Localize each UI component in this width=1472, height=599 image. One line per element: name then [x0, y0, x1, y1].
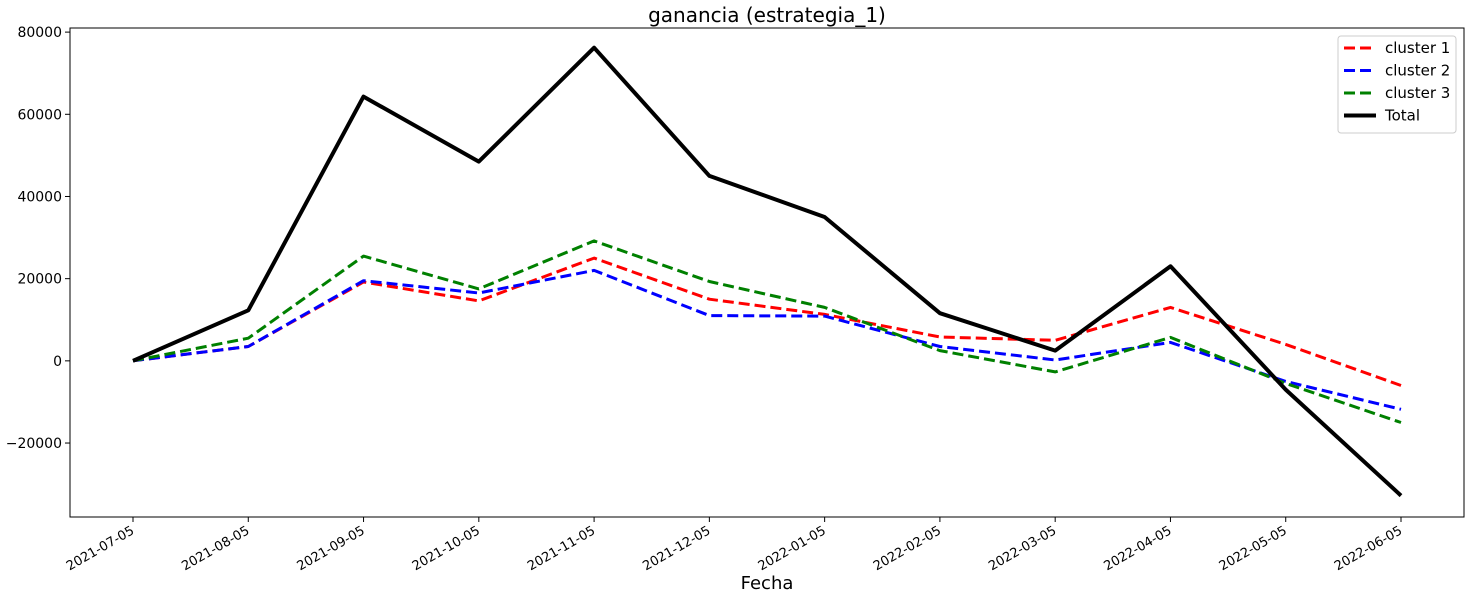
y-tick-label: 40000 [17, 189, 62, 205]
chart-title: ganancia (estrategia_1) [648, 3, 886, 27]
x-tick-label: 2021-09-05 [295, 523, 368, 574]
x-tick-label: 2021-10-05 [410, 523, 483, 574]
series-line-cluster-3 [132, 239, 1402, 424]
plot-area: −20000 0 20000 40000 60000 80000 2021-07-05 202… [6, 25, 1465, 574]
x-axis-label: Fecha [741, 573, 794, 594]
y-tick-label: 20000 [17, 272, 62, 288]
legend: cluster 1 cluster 2 cluster 3 Total [1337, 35, 1457, 134]
series-line-cluster-2 [132, 268, 1402, 411]
y-tick-label: 80000 [17, 25, 62, 41]
x-tick-label: 2022-05-05 [1217, 523, 1290, 574]
x-tick-label: 2022-02-05 [871, 523, 944, 574]
y-tick-label: −20000 [6, 436, 62, 452]
plot-frame [69, 27, 1465, 518]
x-tick-label: 2021-08-05 [179, 523, 252, 574]
x-tick-label: 2022-04-05 [1102, 523, 1175, 574]
x-tick-label: 2022-06-05 [1332, 523, 1405, 574]
legend-box [1337, 35, 1457, 134]
legend-label: cluster 3 [1385, 84, 1450, 102]
legend-label: cluster 2 [1385, 62, 1450, 80]
x-tick-label: 2021-07-05 [64, 523, 137, 574]
y-tick-label: 0 [53, 354, 62, 370]
y-tick-label: 60000 [17, 107, 62, 123]
series-line-cluster-1 [132, 256, 1402, 387]
legend-label: cluster 1 [1385, 39, 1450, 57]
series-line-total [132, 45, 1403, 498]
legend-label: Total [1384, 107, 1420, 125]
x-tick-label: 2021-12-05 [640, 523, 713, 574]
x-tick-label: 2022-03-05 [986, 523, 1059, 574]
x-tick-label: 2022-01-05 [756, 523, 829, 574]
x-tick-label: 2021-11-05 [525, 523, 598, 574]
